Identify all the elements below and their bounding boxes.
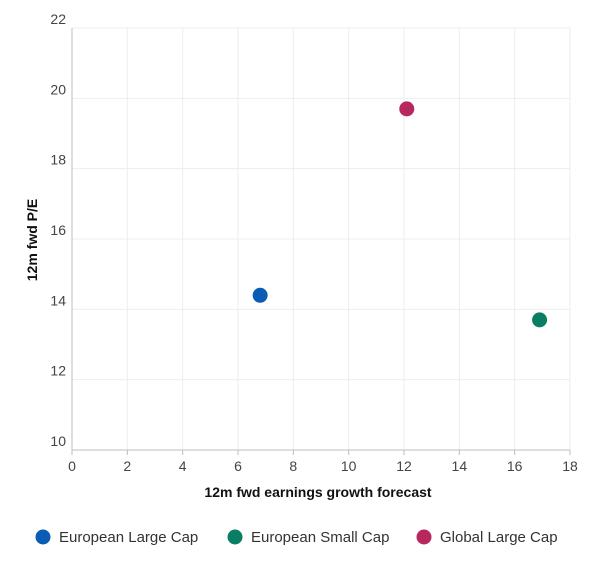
y-axis-title: 12m fwd P/E (24, 199, 40, 281)
data-point[interactable] (252, 287, 268, 303)
y-tick-label: 18 (50, 152, 66, 168)
y-axis-ticks: 10 12 14 16 18 20 22 (50, 11, 66, 449)
legend: European Large Cap European Small Cap Glob… (35, 529, 558, 546)
y-tick-label: 14 (50, 292, 66, 308)
x-tick-label: 16 (507, 458, 523, 474)
legend-marker (227, 529, 243, 545)
x-tick-label: 14 (452, 458, 468, 474)
legend-label: European Small Cap (251, 529, 389, 546)
y-tick-label: 22 (50, 11, 66, 27)
data-point[interactable] (532, 312, 548, 328)
x-tick-label: 2 (123, 458, 131, 474)
legend-item[interactable]: Global Large Cap (416, 529, 558, 546)
legend-marker (35, 529, 51, 545)
legend-item[interactable]: European Small Cap (227, 529, 390, 546)
x-tick-label: 4 (179, 458, 187, 474)
y-tick-label: 12 (50, 363, 66, 379)
x-tick-label: 18 (562, 458, 578, 474)
x-tick-label: 8 (289, 458, 297, 474)
x-tick-label: 6 (234, 458, 242, 474)
legend-item[interactable]: European Large Cap (35, 529, 199, 546)
data-point[interactable] (399, 101, 415, 117)
grid-lines (72, 27, 571, 450)
axes (71, 28, 570, 451)
x-tick-label: 12 (396, 458, 412, 474)
x-axis-ticks: 0 2 4 6 8 10 12 14 16 18 (68, 450, 578, 474)
y-tick-label: 20 (50, 81, 66, 97)
y-tick-label: 10 (50, 433, 66, 449)
y-tick-label: 16 (50, 222, 66, 238)
legend-label: European Large Cap (59, 529, 198, 546)
x-axis-title: 12m fwd earnings growth forecast (204, 484, 431, 500)
legend-label: Global Large Cap (440, 529, 558, 546)
x-tick-label: 10 (341, 458, 357, 474)
legend-marker (416, 529, 432, 545)
x-tick-label: 0 (68, 458, 76, 474)
data-points (252, 101, 548, 328)
